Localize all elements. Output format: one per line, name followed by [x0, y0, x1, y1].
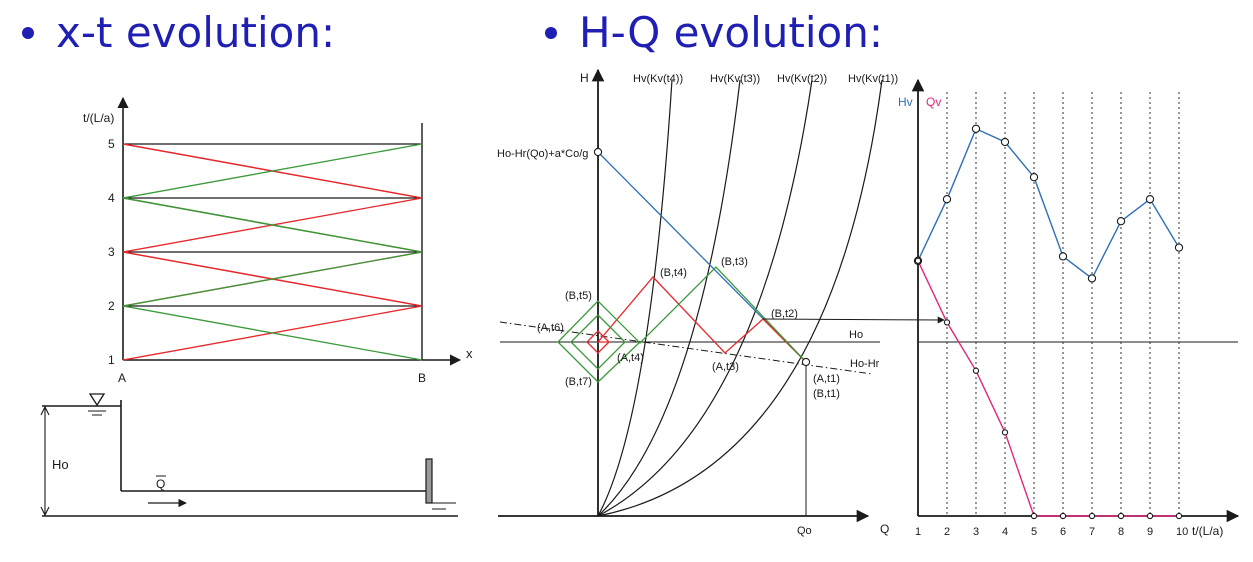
ho-label: Ho	[52, 457, 69, 472]
title-xt-text: x-t evolution:	[56, 8, 336, 57]
valve-icon	[425, 458, 433, 504]
data-point-qv	[1175, 512, 1183, 520]
x-tick-label: 8	[1118, 526, 1124, 538]
surge-label: Ho-Hr(Qo)+a*Co/g	[497, 148, 588, 160]
valve-curve-t2	[597, 79, 813, 517]
connector-arrow	[762, 316, 945, 324]
point-label: (A,t1)	[813, 373, 840, 385]
xt-green-line	[122, 305, 423, 361]
data-point-qv	[1001, 429, 1009, 436]
qv-label: Qv	[926, 95, 941, 109]
data-point-qv	[1059, 512, 1067, 520]
x-tick-label: 10	[1176, 526, 1188, 538]
data-point-hv	[1116, 217, 1126, 226]
point-label: (A,t3)	[712, 361, 739, 373]
green-path	[557, 266, 807, 383]
data-point-qv	[1146, 512, 1154, 520]
hq-diagram: H Q Qo Hv(Kv(t4)) Hv(Kv(t3)) Hv(Kv(t2)) …	[497, 68, 945, 537]
point-label: (A,t6)	[537, 322, 564, 334]
xt-green-line	[122, 197, 423, 253]
data-point-qv	[1117, 512, 1125, 520]
hv-label: Hv	[898, 95, 913, 109]
data-point-hv	[942, 195, 952, 204]
ho-dimension-arrow	[40, 506, 50, 517]
data-point-hv	[1000, 137, 1010, 147]
xt-tick-label: 2	[108, 299, 115, 313]
time-plot: Hv Qv t/(L/a) 1 2 3 4 5 6 7 8 9 10	[898, 78, 1240, 538]
data-point-hv	[1058, 252, 1068, 261]
data-point-qv	[1030, 512, 1038, 520]
title-hq-text: H-Q evolution:	[579, 8, 883, 57]
data-point-qv	[972, 367, 980, 374]
hq-q-label: Q	[880, 522, 889, 536]
x-tick-label: 1	[915, 526, 921, 538]
valve-curve-t3	[597, 79, 741, 517]
series-line-hv	[917, 127, 1180, 280]
point-label: (B,t4)	[660, 267, 687, 279]
curve-label-t4: Hv(Kv(t4))	[633, 73, 683, 85]
data-point-hv	[1174, 243, 1184, 252]
xt-point-b: B	[418, 371, 426, 385]
xt-tick-label: 4	[108, 191, 115, 205]
xt-tick-label: 1	[108, 353, 115, 367]
xt-point-a: A	[118, 371, 126, 385]
data-point-qv	[943, 319, 951, 326]
curve-label-t1: Hv(Kv(t1))	[848, 73, 898, 85]
data-point-hv	[1145, 195, 1155, 204]
data-point-hv	[971, 124, 981, 133]
xt-tick-label: 5	[108, 137, 115, 151]
series-line-qv	[917, 260, 1179, 517]
point-label: (A,t4)	[617, 352, 644, 364]
data-point-qv	[1088, 512, 1096, 520]
time-axis-label: t/(L/a)	[1192, 524, 1223, 538]
x-tick-label: 2	[944, 526, 950, 538]
point-label: (B,t7)	[565, 376, 592, 388]
water-level-icon	[88, 393, 106, 407]
x-tick-label: 3	[973, 526, 979, 538]
ho-hr-label: Ho-Hr	[850, 358, 880, 370]
data-point-hv	[1029, 173, 1039, 182]
curve-label-t2: Hv(Kv(t2))	[777, 73, 827, 85]
point-label: (B,t3)	[721, 256, 748, 268]
xt-diagram: t/(L/a) x 5 4 3 2 1 A B	[83, 96, 473, 385]
x-tick-label: 7	[1089, 526, 1095, 538]
red-path	[586, 276, 807, 363]
x-tick-label: 9	[1147, 526, 1153, 538]
title-hq: H-Q evolution:	[545, 8, 883, 57]
data-point-hv	[1087, 274, 1097, 283]
green-diamond	[570, 314, 626, 370]
bullet-dot	[22, 26, 34, 39]
x-tick-label: 5	[1031, 526, 1037, 538]
qo-label: Qo	[797, 525, 812, 537]
xt-t-label: t/(L/a)	[83, 111, 114, 125]
x-tick-label: 4	[1002, 526, 1008, 538]
valve-curve-t1	[597, 79, 883, 517]
marker-point	[593, 147, 603, 157]
curve-label-t3: Hv(Kv(t3))	[710, 73, 760, 85]
data-point-qv	[914, 257, 922, 264]
valve-curve-t4	[597, 79, 673, 517]
hq-h-label: H	[580, 71, 589, 85]
title-xt: x-t evolution:	[22, 8, 335, 57]
point-label: (B,t1)	[813, 388, 840, 400]
flow-label: Q	[156, 477, 165, 491]
point-label: (B,t5)	[565, 290, 592, 302]
point-label: (B,t2)	[771, 308, 798, 320]
marker-point	[801, 357, 811, 367]
bullet-dot	[545, 26, 557, 39]
ho-hr-line	[499, 321, 873, 375]
xt-x-label: x	[466, 346, 473, 361]
pipe-schematic: Ho Q	[40, 393, 458, 517]
ho-line-label: Ho	[849, 329, 863, 341]
ho-dimension-arrow	[40, 405, 50, 416]
x-tick-label: 6	[1060, 526, 1066, 538]
xt-tick-label: 3	[108, 245, 115, 259]
